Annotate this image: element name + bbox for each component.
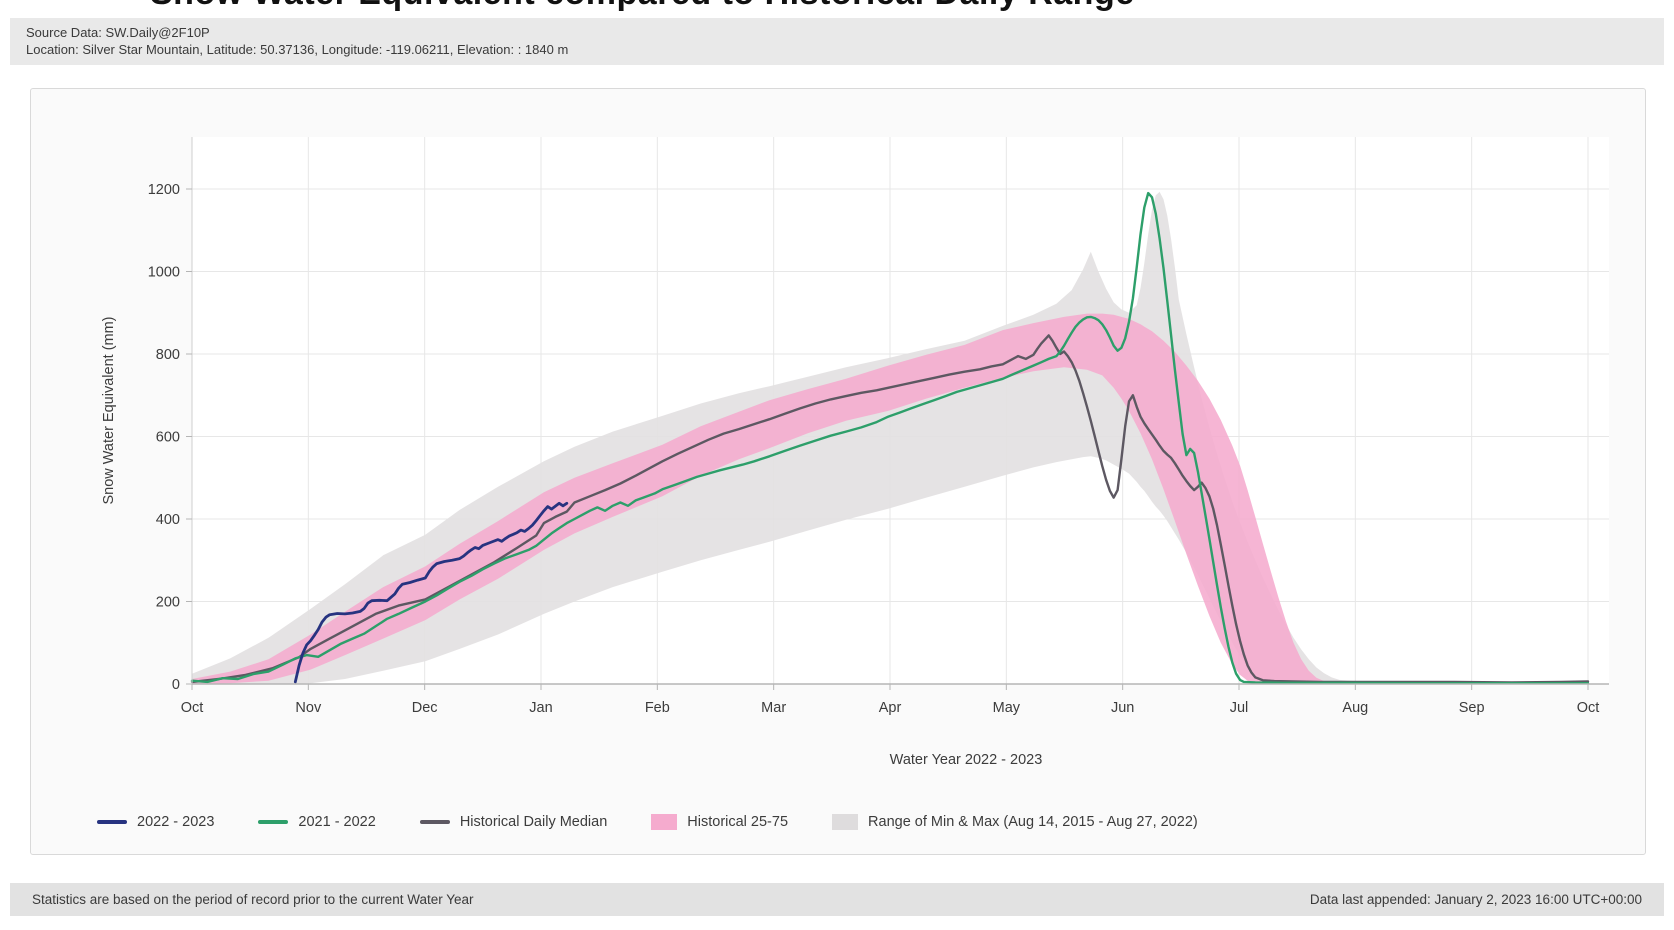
x-tick-label: Apr [879,700,902,716]
x-tick-label: Dec [412,700,438,716]
series-2022-2023 [293,501,569,684]
legend-label: 2022 - 2023 [137,814,215,830]
x-tick-label: Mar [761,700,786,716]
y-tick-label: 400 [156,512,180,528]
data-last-appended: Data last appended: January 2, 2023 16:0… [1309,892,1642,907]
series-historical-daily-median [190,334,1590,684]
chart-legend: 2022 - 2023 2021 - 2022 Historical Daily M… [97,805,1198,839]
legend-item-range-of-min-max-aug-14-2015-aug-27-2022-[interactable]: Range of Min & Max (Aug 14, 2015 - Aug 2… [832,814,1198,830]
x-tick-label: Sep [1459,700,1485,716]
y-tick-label: 200 [156,595,180,611]
x-tick-label: Oct [181,700,204,716]
legend-item-historical-daily-median[interactable]: Historical Daily Median [419,814,608,830]
swe-chart[interactable]: 0 200 400 600 800 1000 1200 Oct Nov Dec Jan Feb Mar A… [31,89,1645,799]
legend-label: Historical 25-75 [687,814,789,830]
legend-item-historical-25-75[interactable]: Historical 25-75 [651,814,788,830]
p25-75-band [192,313,1588,684]
x-tick-label: Oct [1577,700,1600,716]
x-tick-label: Feb [645,700,670,716]
page-title-clipped: Snow Water Equivalent compared to Histor… [150,0,1250,17]
y-axis-title: Snow Water Equivalent (mm) [101,316,117,504]
x-tick-label: May [993,700,1021,716]
legend-item-2022-2023[interactable]: 2022 - 2023 [97,814,214,830]
legend-swatch [832,814,859,830]
legend-swatch [419,820,450,824]
x-tick-label: Jul [1230,700,1249,716]
x-tick-label: Nov [295,700,322,716]
chart-header-bar: Source Data: SW.Daily@2F10P Location: Si… [10,18,1664,65]
statistics-note: Statistics are based on the period of re… [32,892,474,907]
legend-swatch [258,820,289,824]
legend-label: Historical Daily Median [459,814,608,830]
page-title-text: Snow Water Equivalent compared to Histor… [150,0,1250,13]
location-line: Location: Silver Star Mountain, Latitude… [26,42,569,57]
status-bar: Statistics are based on the period of re… [10,883,1664,916]
series-2021-2022 [190,191,1590,685]
x-axis-title: Water Year 2022 - 2023 [890,752,1043,768]
x-tick-label: Jan [529,700,552,716]
y-tick-label: 800 [156,347,180,363]
x-tick-label: Aug [1342,700,1368,716]
legend-swatch [651,814,678,830]
source-data-line: Source Data: SW.Daily@2F10P [26,25,210,40]
legend-item-2021-2022[interactable]: 2021 - 2022 [258,814,376,830]
y-tick-label: 1000 [148,265,180,281]
legend-swatch [97,820,127,824]
y-tick-label: 600 [156,430,180,446]
y-tick-label: 1200 [148,182,180,198]
x-tick-label: Jun [1111,700,1134,716]
legend-label: 2021 - 2022 [298,814,376,830]
swe-chart-card: 0 200 400 600 800 1000 1200 Oct Nov Dec Jan Feb Mar A… [30,88,1646,855]
y-tick-label: 0 [172,677,180,693]
legend-label: Range of Min & Max (Aug 14, 2015 - Aug 2… [868,814,1198,830]
